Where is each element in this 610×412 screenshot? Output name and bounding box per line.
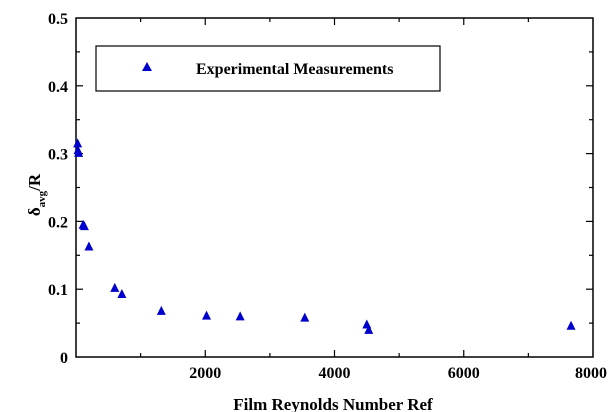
y-axis-title-sub: avg bbox=[36, 190, 48, 207]
y-axis-title-tail: /R bbox=[25, 173, 44, 192]
data-point bbox=[84, 241, 94, 251]
x-axis-ticks: 2000 4000 6000 8000 bbox=[140, 18, 607, 382]
data-point bbox=[362, 319, 372, 329]
x-axis-title: Film Reynolds Number Ref bbox=[233, 395, 433, 412]
data-point bbox=[110, 282, 120, 292]
y-axis-ticks: 0 0.1 0.2 0.3 0.4 0.5 bbox=[48, 11, 593, 367]
y-axis-title-main: δ bbox=[25, 207, 44, 216]
y-tick-label: 0.3 bbox=[48, 147, 68, 164]
data-point bbox=[73, 138, 83, 148]
legend: Experimental Measurements bbox=[95, 45, 441, 92]
legend-label: Experimental Measurements bbox=[196, 61, 393, 78]
y-tick-label: 0 bbox=[60, 350, 68, 367]
data-point bbox=[156, 305, 166, 315]
legend-marker-triangle bbox=[142, 62, 152, 71]
x-tick-label: 8000 bbox=[575, 365, 607, 382]
data-point bbox=[117, 288, 127, 298]
y-tick-label: 0.4 bbox=[48, 79, 68, 96]
data-point bbox=[566, 320, 576, 330]
data-point bbox=[74, 147, 84, 157]
data-points bbox=[73, 138, 576, 334]
x-tick-label: 6000 bbox=[448, 365, 480, 382]
data-point bbox=[235, 311, 245, 321]
x-tick-label: 4000 bbox=[319, 365, 351, 382]
data-point bbox=[79, 221, 89, 231]
legend-box bbox=[95, 45, 441, 92]
y-tick-label: 0.5 bbox=[48, 11, 68, 28]
x-tick-label: 2000 bbox=[189, 365, 221, 382]
data-point bbox=[300, 312, 310, 322]
svg-text:δavg/R: δavg/R bbox=[25, 173, 48, 216]
data-point bbox=[202, 310, 212, 320]
y-tick-label: 0.1 bbox=[48, 282, 68, 299]
data-point bbox=[364, 324, 374, 334]
y-axis-title: δavg/R bbox=[25, 173, 48, 216]
y-tick-label: 0.2 bbox=[48, 214, 68, 231]
